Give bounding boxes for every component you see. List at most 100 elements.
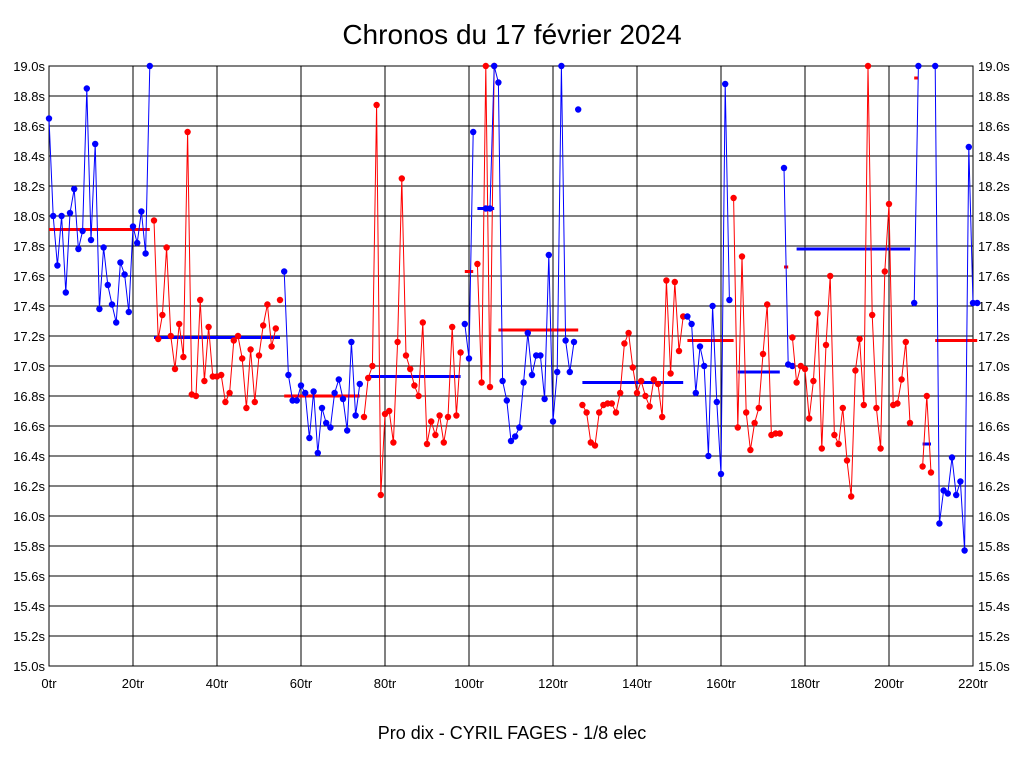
lap-point — [297, 382, 305, 389]
lap-point — [764, 301, 771, 308]
lap-point — [302, 389, 309, 397]
lap-point — [192, 392, 200, 400]
y-tick-label-left: 17.6s — [13, 269, 45, 284]
lap-point — [449, 323, 456, 331]
x-tick-label: 100tr — [454, 676, 484, 691]
lap-point — [100, 244, 107, 251]
lap-point — [226, 389, 233, 397]
lap-point — [491, 62, 498, 70]
y-tick-label-left: 15.4s — [13, 599, 45, 614]
lap-point — [79, 227, 86, 235]
plot-frame — [48, 65, 974, 667]
lap-point — [722, 80, 729, 88]
lap-point — [482, 62, 489, 70]
lap-point — [965, 143, 972, 151]
lap-point — [629, 364, 636, 371]
lap-point — [50, 212, 57, 220]
lap-point — [717, 470, 725, 478]
lap-point — [713, 398, 720, 406]
series-line — [922, 395, 932, 473]
lap-point — [617, 389, 624, 397]
lap-point — [444, 413, 452, 421]
lap-point — [255, 352, 263, 359]
x-tick-label: 180tr — [790, 676, 820, 691]
lap-point — [524, 329, 531, 337]
lap-point — [423, 440, 431, 448]
lap-point — [927, 469, 935, 476]
y-tick-label-right: 17.8s — [978, 239, 1010, 254]
lap-point — [881, 268, 888, 275]
lap-point — [58, 212, 65, 220]
lap-point — [104, 281, 112, 289]
lap-point — [75, 245, 82, 253]
lap-point — [566, 368, 573, 376]
lap-point — [411, 382, 418, 389]
lap-point — [961, 547, 968, 554]
lap-point — [696, 343, 704, 350]
series-line — [791, 65, 911, 497]
lap-point — [470, 128, 477, 136]
y-tick-label-left: 18.4s — [13, 149, 45, 164]
lap-point — [360, 413, 368, 421]
lap-point — [201, 377, 208, 385]
lap-point — [709, 302, 716, 310]
x-tick-label: 40tr — [206, 676, 229, 691]
lap-point — [167, 332, 174, 340]
lap-point — [323, 419, 330, 427]
lap-point — [386, 407, 393, 415]
lap-point — [642, 392, 649, 400]
lap-point — [919, 463, 926, 470]
lap-point — [688, 320, 695, 328]
lap-point — [747, 446, 754, 454]
lap-point — [638, 377, 645, 385]
lap-point — [180, 353, 187, 361]
lap-point — [776, 430, 783, 437]
lap-point — [163, 244, 170, 251]
lap-point — [869, 311, 876, 319]
y-tick-label-left: 17.8s — [13, 239, 45, 254]
lap-point — [398, 175, 405, 182]
series-line — [934, 65, 978, 551]
lap-point — [843, 457, 851, 464]
lap-point — [944, 490, 951, 497]
lap-point — [663, 277, 670, 284]
lap-point — [528, 371, 536, 379]
lap-point — [734, 424, 741, 431]
lap-point — [957, 478, 964, 485]
lap-point — [419, 319, 426, 326]
lap-point — [516, 424, 523, 431]
y-tick-label-right: 18.2s — [978, 179, 1010, 194]
y-tick-label-left: 15.8s — [13, 539, 45, 554]
lap-point — [864, 62, 872, 70]
y-tick-label-left: 18.2s — [13, 179, 45, 194]
lap-point — [759, 350, 767, 358]
lap-point — [373, 101, 380, 109]
x-tick-label: 80tr — [374, 676, 397, 691]
lap-point — [45, 115, 53, 122]
lap-point — [155, 335, 162, 343]
lap-point — [415, 392, 422, 400]
lap-point — [54, 262, 61, 269]
series-line — [913, 65, 919, 304]
y-tick-label-left: 17.4s — [13, 299, 45, 314]
lap-point — [369, 362, 376, 370]
lap-point — [612, 409, 620, 416]
x-tick-label: 140tr — [622, 676, 652, 691]
lap-point — [310, 388, 317, 395]
lap-point — [974, 299, 981, 307]
average-lines — [49, 76, 978, 446]
y-tick-label-right: 15.0s — [978, 659, 1010, 674]
lap-point — [537, 352, 544, 359]
lap-point — [390, 439, 397, 446]
lap-point — [335, 376, 342, 383]
y-tick-label-right: 16.4s — [978, 449, 1010, 464]
lap-point — [129, 223, 137, 230]
lap-point — [432, 431, 439, 439]
lap-point — [810, 377, 817, 385]
lap-point — [545, 251, 552, 259]
lap-point — [654, 380, 662, 388]
lap-point — [365, 374, 372, 382]
lap-point — [222, 398, 229, 406]
y-tick-label-right: 17.2s — [978, 329, 1010, 344]
